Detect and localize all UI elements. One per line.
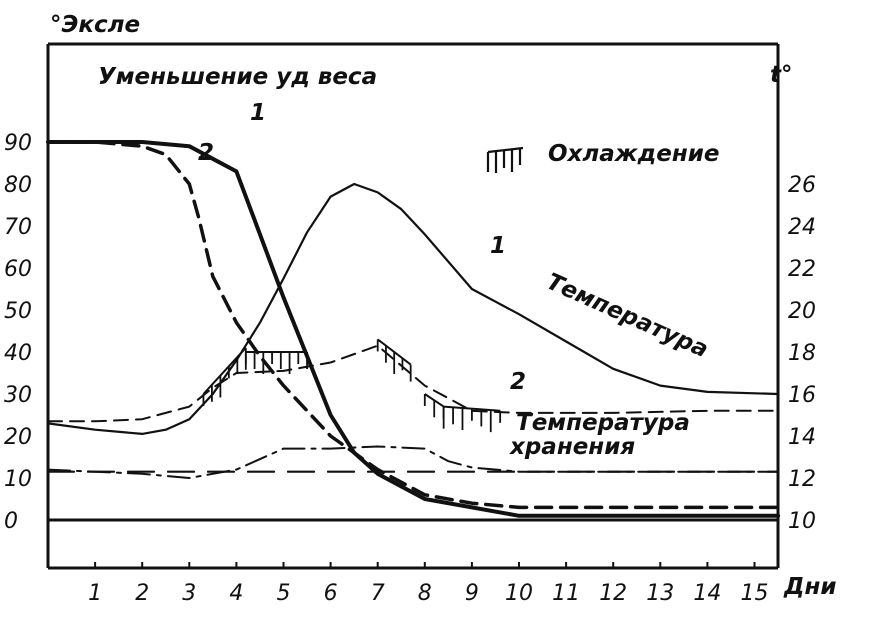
cooling-label: Охлаждение [548, 141, 719, 167]
series-layer [46, 140, 781, 518]
temp-1-mark: 1 [490, 233, 506, 259]
x-tick-label: 1 [88, 581, 102, 606]
series-storage-temperature [47, 445, 780, 479]
x-tick-label: 7 [371, 581, 385, 606]
x-tick-label: 8 [418, 581, 432, 606]
series-weight-loss-2 [46, 140, 780, 510]
right-tick-label: 18 [788, 341, 816, 366]
right-tick-label: 20 [788, 299, 816, 324]
series-weight-loss-1 [46, 140, 781, 518]
left-tick-label: 0 [4, 509, 18, 534]
left-tick-label: 50 [4, 299, 32, 324]
x-tick-label: 9 [465, 581, 479, 606]
left-tick-label: 40 [4, 341, 32, 366]
storage-temp-label-1: Температура [516, 410, 690, 436]
left-axis-title: °Эксле [50, 12, 140, 38]
curve-1-mark: 1 [250, 100, 266, 126]
weight-loss-label: Уменьшение уд веса [98, 64, 377, 90]
series-temperature-1 [46, 182, 780, 435]
storage-temp-label-2: хранения [509, 434, 635, 460]
left-tick-label: 90 [4, 131, 32, 156]
left-tick-label: 30 [4, 383, 32, 408]
x-tick-label: 3 [182, 581, 196, 606]
right-tick-label: 24 [788, 215, 816, 240]
right-tick-label: 22 [788, 257, 816, 282]
right-tick-label: 14 [788, 425, 816, 450]
temp-2-mark: 2 [510, 369, 526, 395]
x-tick-label: 11 [552, 581, 580, 606]
right-tick-labels: 26 24 22 20 18 16 14 12 10 [788, 173, 816, 534]
cooling-legend-icon [486, 146, 524, 173]
left-tick-labels: 90 80 70 60 50 40 30 20 10 0 [4, 131, 32, 534]
x-tick-label: 13 [646, 581, 674, 606]
x-tick-label: 4 [229, 581, 243, 606]
temperature-label: Температура [543, 269, 712, 363]
cooling-marks [202, 338, 502, 433]
left-tick-label: 70 [4, 215, 32, 240]
curve-2-mark: 2 [198, 140, 214, 166]
right-tick-label: 26 [788, 173, 816, 198]
x-tick-labels: 1 2 3 4 5 6 7 8 9 10 11 12 13 14 15 [88, 562, 769, 606]
x-tick-label: 5 [277, 581, 291, 606]
x-tick-label: 14 [693, 581, 721, 606]
right-tick-label: 16 [788, 383, 816, 408]
x-tick-label: 2 [135, 581, 149, 606]
x-axis-unit: Дни [783, 574, 837, 600]
left-tick-label: 10 [4, 467, 32, 492]
series-temperature-2 [47, 344, 780, 423]
left-tick-label: 20 [4, 425, 32, 450]
x-tick-label: 6 [324, 581, 338, 606]
right-tick-label: 12 [788, 467, 816, 492]
right-axis-title: t° [770, 62, 793, 88]
right-tick-label: 10 [788, 509, 816, 534]
x-tick-label: 15 [741, 581, 769, 606]
x-tick-label: 10 [505, 581, 533, 606]
left-tick-label: 60 [4, 257, 32, 282]
cooling-segment [202, 347, 247, 395]
x-tick-label: 12 [599, 581, 627, 606]
left-tick-label: 80 [4, 173, 32, 198]
